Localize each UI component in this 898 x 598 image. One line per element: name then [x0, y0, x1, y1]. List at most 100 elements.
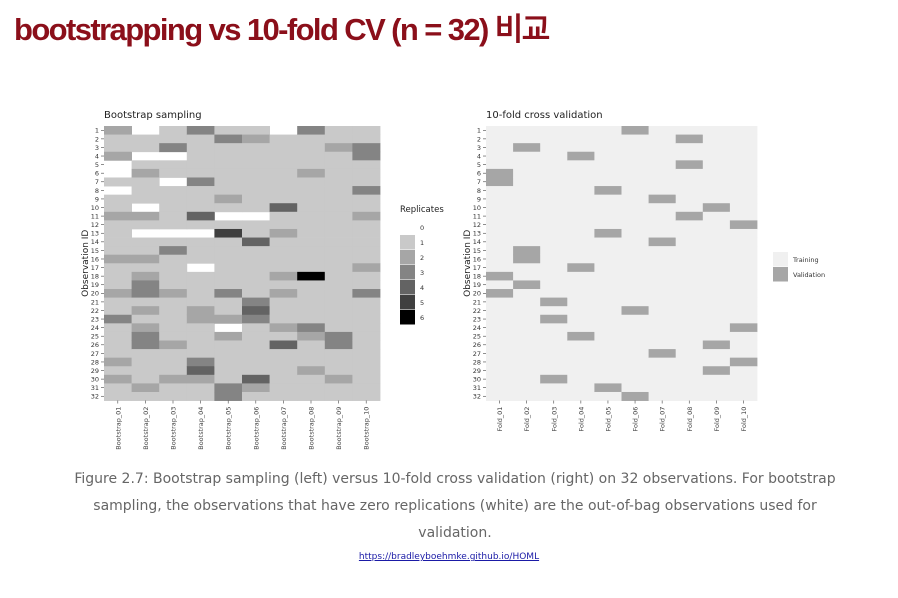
heatmap-tile [594, 263, 622, 273]
heatmap-tile [131, 143, 160, 153]
heatmap-tile [621, 340, 649, 350]
heatmap-tile [242, 228, 270, 238]
heatmap-tile [675, 280, 704, 290]
heatmap-tile [269, 306, 298, 316]
heatmap-tile [214, 134, 243, 144]
heatmap-tile [567, 228, 595, 238]
y-tick-label: 24 [473, 324, 481, 332]
heatmap-tile [702, 177, 731, 187]
heatmap-tile [486, 254, 514, 264]
heatmap-tile [131, 246, 160, 256]
heatmap-tile [131, 263, 160, 273]
heatmap-tile [131, 391, 160, 401]
y-axis-title: Observation ID [463, 230, 473, 297]
heatmap-tile [567, 151, 595, 161]
heatmap-tile [567, 349, 595, 359]
heatmap-tile [486, 220, 514, 230]
heatmap-tile [675, 220, 704, 230]
y-tick-label: 24 [91, 324, 99, 332]
heatmap-tile [324, 297, 353, 307]
heatmap-tile [131, 177, 160, 187]
heatmap-tile [594, 340, 622, 350]
heatmap-tile [486, 349, 514, 359]
heatmap-tile [242, 246, 270, 256]
y-tick-label: 28 [473, 358, 481, 366]
heatmap-tile [648, 383, 677, 393]
y-tick-label: 20 [473, 290, 481, 298]
heatmap-tile [702, 263, 731, 273]
heatmap-tile [594, 349, 622, 359]
heatmap-tile [104, 323, 132, 333]
heatmap-tile [729, 280, 758, 290]
legend-key [400, 280, 415, 295]
heatmap-tile [297, 228, 326, 238]
heatmap-tile [242, 143, 270, 153]
heatmap-tile [567, 246, 595, 256]
heatmap-tile [675, 168, 704, 178]
y-tick-label: 12 [91, 221, 99, 229]
heatmap-tile [131, 306, 160, 316]
heatmap-tile [729, 289, 758, 298]
y-tick-label: 15 [473, 247, 481, 255]
heatmap-tile [131, 134, 160, 144]
heatmap-tile [675, 357, 704, 367]
y-tick-label: 17 [91, 264, 99, 272]
heatmap-tile [594, 143, 622, 153]
heatmap-tile [540, 314, 568, 324]
heatmap-tile [648, 349, 677, 359]
heatmap-tile [186, 254, 215, 264]
legend-label: 6 [420, 314, 424, 322]
x-tick-label: Bootstrap_03 [170, 407, 178, 450]
heatmap-tile [594, 194, 622, 204]
heatmap-tile [675, 297, 704, 307]
heatmap-tile [352, 151, 381, 161]
y-tick-label: 11 [473, 212, 481, 220]
heatmap-tile [648, 366, 677, 376]
heatmap-tile [352, 143, 381, 153]
heatmap-tile [131, 366, 160, 376]
heatmap-tile [159, 160, 188, 170]
heatmap-tile [324, 160, 353, 170]
y-tick-label: 11 [91, 212, 99, 220]
heatmap-tile [242, 126, 270, 135]
y-tick-label: 31 [473, 384, 481, 392]
heatmap-tile [729, 126, 758, 135]
heatmap-tile [324, 134, 353, 144]
heatmap-tile [567, 306, 595, 316]
heatmap-tile [186, 323, 215, 333]
heatmap-tile [594, 314, 622, 324]
heatmap-tile [594, 306, 622, 316]
heatmap-tile [648, 134, 677, 144]
y-tick-label: 3 [95, 144, 99, 152]
x-tick-label: Bootstrap_10 [363, 407, 371, 450]
x-tick-label: Bootstrap_01 [114, 407, 122, 450]
heatmap-tile [269, 374, 298, 384]
heatmap-tile [214, 160, 243, 170]
y-tick-label: 9 [477, 195, 481, 203]
y-tick-label: 13 [473, 230, 481, 238]
heatmap-tile [567, 263, 595, 273]
y-tick-label: 3 [477, 144, 481, 152]
heatmap-tile [324, 203, 353, 213]
heatmap-tile [186, 331, 215, 341]
heatmap-tile [242, 349, 270, 359]
source-link[interactable]: https://bradleyboehmke.github.io/HOML [358, 552, 540, 562]
heatmap-tile [269, 211, 298, 221]
heatmap-tile [567, 366, 595, 376]
heatmap-tile [159, 143, 188, 153]
y-tick-label: 25 [473, 333, 481, 341]
heatmap-tile [214, 289, 243, 298]
heatmap-tile [214, 271, 243, 281]
heatmap-tile [297, 177, 326, 187]
chart-title: Bootstrap sampling [104, 110, 202, 121]
heatmap-tile [702, 271, 731, 281]
heatmap-tile [729, 151, 758, 161]
y-tick-label: 30 [473, 376, 481, 384]
heatmap-tile [648, 160, 677, 170]
heatmap-tile [675, 134, 704, 144]
heatmap-tile [621, 220, 649, 230]
heatmap-tile [242, 194, 270, 204]
heatmap-tile [104, 203, 132, 213]
heatmap-tile [513, 314, 541, 324]
y-tick-label: 10 [473, 204, 481, 212]
